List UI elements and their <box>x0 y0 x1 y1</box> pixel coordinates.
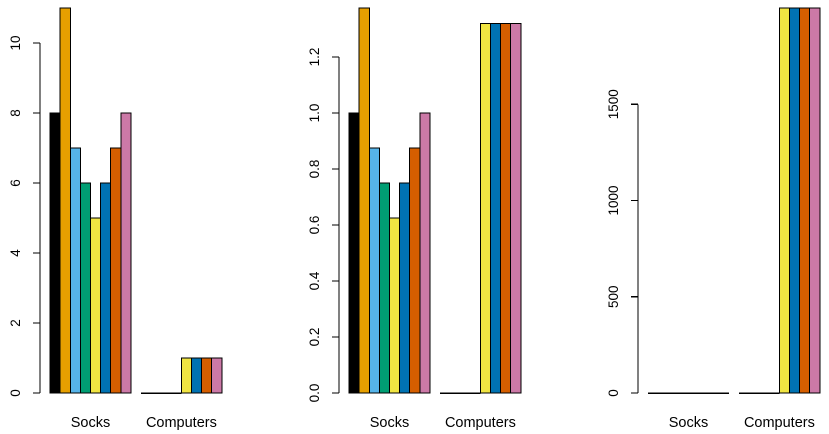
bar <box>479 22 491 394</box>
bar <box>789 7 801 394</box>
bar <box>490 22 502 394</box>
bar <box>180 357 192 394</box>
y-tick-label: 0 <box>606 389 621 397</box>
bar <box>358 7 370 394</box>
bar <box>191 357 203 394</box>
barplot-panel-proportions: 0.0 0.2 0.4 0.6 0.8 1.0 1.2 Socks Computers <box>307 7 522 431</box>
bar <box>59 7 71 394</box>
y-tick-label: 1.2 <box>307 48 322 67</box>
y-tick-label: 0.2 <box>307 328 322 347</box>
y-tick-label: 6 <box>8 179 23 187</box>
bar <box>389 217 401 394</box>
y-tick-label: 0.0 <box>307 384 322 403</box>
y-tick-label: 8 <box>8 109 23 117</box>
bar <box>90 217 102 394</box>
y-tick-label: 0.8 <box>307 160 322 179</box>
bar <box>211 357 223 394</box>
bar <box>419 112 431 394</box>
y-tick-label: 1500 <box>606 89 621 119</box>
bar <box>120 112 132 394</box>
barplot-panel-totals: 0 500 1000 1500 Socks Computers <box>606 7 821 431</box>
y-tick-label: 1.0 <box>307 104 322 123</box>
bar <box>778 7 791 394</box>
bar <box>49 112 61 394</box>
bar <box>378 182 390 394</box>
y-tick-label: 500 <box>606 285 621 308</box>
bar <box>201 357 213 394</box>
bar <box>510 22 522 394</box>
category-label: Socks <box>370 415 410 431</box>
y-tick-label: 1000 <box>606 185 621 215</box>
y-tick-label: 0 <box>8 389 23 397</box>
y-tick-label: 4 <box>8 249 23 257</box>
category-label: Computers <box>744 415 815 431</box>
bar <box>69 147 81 394</box>
bar <box>348 112 360 394</box>
y-tick-label: 0.6 <box>307 216 322 235</box>
bar <box>100 182 112 394</box>
bar <box>368 147 380 394</box>
y-tick-label: 0.4 <box>307 271 322 290</box>
category-label: Computers <box>445 415 516 431</box>
bar <box>79 182 92 394</box>
bar <box>110 147 122 394</box>
bar <box>399 182 411 394</box>
bar <box>500 22 512 394</box>
y-tick-label: 10 <box>8 35 23 50</box>
category-label: Socks <box>669 415 709 431</box>
category-label: Socks <box>71 415 111 431</box>
y-tick-label: 2 <box>8 319 23 327</box>
barplot-panel-counts: 0 2 4 6 8 10 Socks Computers <box>8 7 223 431</box>
bar <box>409 147 421 394</box>
bar <box>809 7 821 394</box>
category-label: Computers <box>146 415 217 431</box>
bar <box>799 7 811 394</box>
